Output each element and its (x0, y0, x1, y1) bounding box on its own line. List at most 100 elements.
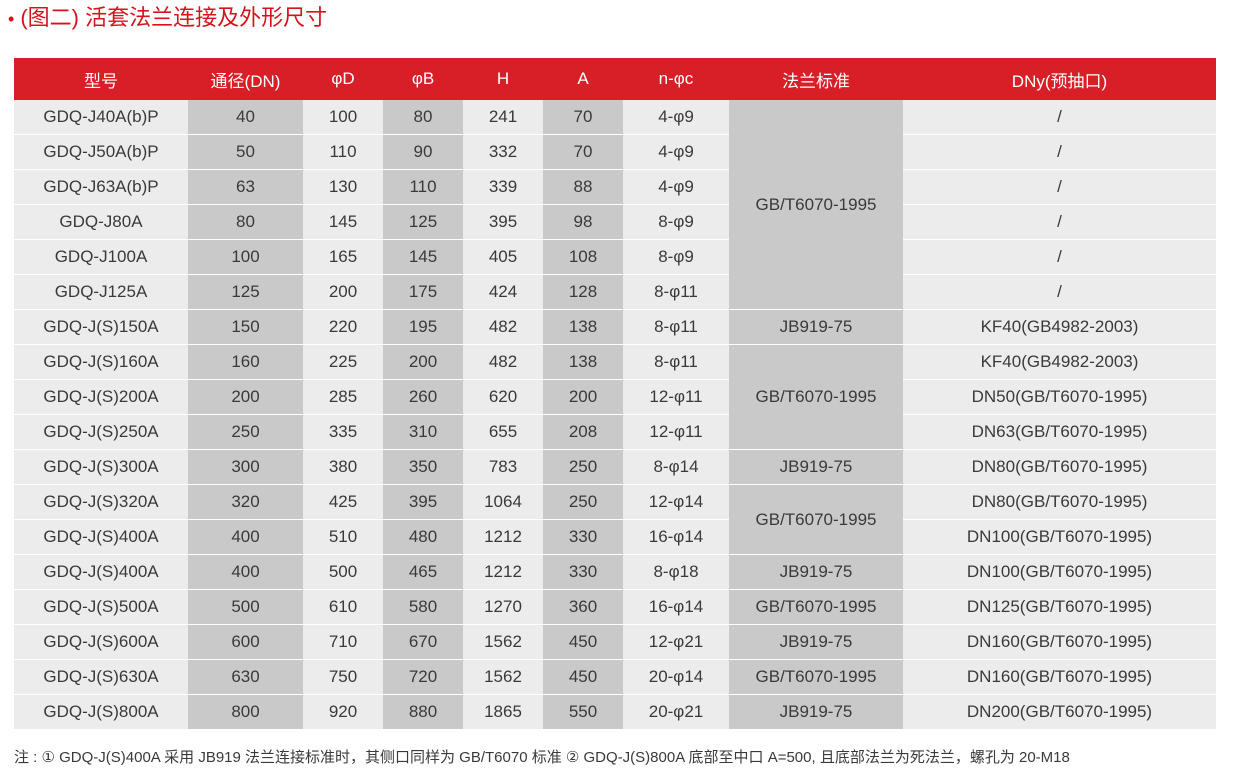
cell-n-phi-c: 8-φ9 (623, 239, 729, 275)
cell-a: 138 (543, 309, 623, 345)
cell-dny: DN200(GB/T6070-1995) (903, 694, 1216, 730)
title-text: (图二) 活套法兰连接及外形尺寸 (20, 5, 328, 30)
cell-h: 1270 (463, 589, 543, 625)
cell-phi-d: 425 (303, 484, 383, 520)
cell-phi-b: 310 (383, 414, 463, 450)
cell-dn: 500 (188, 589, 303, 625)
table-row: GDQ-J80A 80 145 125 395 98 8-φ9 / (14, 204, 1216, 240)
table-row: GDQ-J(S)150A 150 220 195 482 138 8-φ11 JB919-75… (14, 309, 1216, 345)
cell-phi-d: 710 (303, 624, 383, 660)
cell-h: 482 (463, 344, 543, 380)
cell-model: GDQ-J(S)150A (14, 309, 188, 345)
cell-model: GDQ-J(S)320A (14, 484, 188, 520)
cell-dny: / (903, 134, 1216, 170)
cell-h: 332 (463, 134, 543, 170)
cell-phi-b: 720 (383, 659, 463, 695)
cell-phi-d: 335 (303, 414, 383, 450)
cell-a: 200 (543, 379, 623, 415)
cell-dny: / (903, 239, 1216, 275)
table-row: GDQ-J(S)630A 630 750 720 1562 450 20-φ14 GB/T60… (14, 659, 1216, 695)
cell-dn: 63 (188, 169, 303, 205)
cell-phi-b: 580 (383, 589, 463, 625)
cell-phi-b: 125 (383, 204, 463, 240)
cell-dny: DN80(GB/T6070-1995) (903, 484, 1216, 520)
cell-a: 208 (543, 414, 623, 450)
cell-flange-standard: GB/T6070-1995 (729, 589, 903, 625)
cell-phi-b: 480 (383, 519, 463, 555)
cell-phi-d: 920 (303, 694, 383, 730)
cell-n-phi-c: 8-φ14 (623, 449, 729, 485)
cell-phi-d: 220 (303, 309, 383, 345)
cell-a: 138 (543, 344, 623, 380)
cell-a: 250 (543, 449, 623, 485)
cell-h: 395 (463, 204, 543, 240)
cell-dn: 250 (188, 414, 303, 450)
cell-phi-d: 285 (303, 379, 383, 415)
cell-model: GDQ-J(S)400A (14, 519, 188, 555)
header-a: A (543, 58, 623, 100)
cell-model: GDQ-J63A(b)P (14, 169, 188, 205)
cell-a: 550 (543, 694, 623, 730)
table-row: GDQ-J(S)500A 500 610 580 1270 360 16-φ14 GB/T60… (14, 589, 1216, 625)
cell-phi-d: 130 (303, 169, 383, 205)
cell-flange-standard: JB919-75 (729, 624, 903, 660)
cell-model: GDQ-J(S)600A (14, 624, 188, 660)
cell-h: 620 (463, 379, 543, 415)
cell-n-phi-c: 16-φ14 (623, 589, 729, 625)
cell-a: 250 (543, 484, 623, 520)
table-body: GDQ-J40A(b)P 40 100 80 241 70 4-φ9 GB/T6070-199… (14, 100, 1216, 730)
cell-flange-standard: GB/T6070-1995 (729, 100, 903, 310)
cell-model: GDQ-J80A (14, 204, 188, 240)
cell-phi-d: 380 (303, 449, 383, 485)
cell-phi-b: 395 (383, 484, 463, 520)
cell-h: 1212 (463, 554, 543, 590)
cell-h: 339 (463, 169, 543, 205)
table-row: GDQ-J(S)200A 200 285 260 620 200 12-φ11 DN50(GB… (14, 379, 1216, 415)
cell-h: 1562 (463, 659, 543, 695)
table-row: GDQ-J(S)160A 160 225 200 482 138 8-φ11 GB/T6070… (14, 344, 1216, 450)
header-flange-standard: 法兰标准 (729, 58, 903, 100)
cell-phi-d: 100 (303, 100, 383, 135)
cell-dny: DN125(GB/T6070-1995) (903, 589, 1216, 625)
cell-phi-b: 80 (383, 100, 463, 135)
cell-dny: KF40(GB4982-2003) (903, 344, 1216, 380)
cell-a: 330 (543, 554, 623, 590)
cell-dn: 300 (188, 449, 303, 485)
cell-dn: 40 (188, 100, 303, 135)
cell-n-phi-c: 8-φ11 (623, 309, 729, 345)
cell-phi-b: 145 (383, 239, 463, 275)
cell-n-phi-c: 12-φ11 (623, 414, 729, 450)
cell-dny: / (903, 204, 1216, 240)
cell-flange-standard: GB/T6070-1995 (729, 484, 903, 555)
cell-dn: 50 (188, 134, 303, 170)
table-row: GDQ-J(S)600A 600 710 670 1562 450 12-φ21 JB919-… (14, 624, 1216, 660)
cell-model: GDQ-J(S)800A (14, 694, 188, 730)
cell-n-phi-c: 20-φ21 (623, 694, 729, 730)
cell-model: GDQ-J100A (14, 239, 188, 275)
footnote: 注 : ① GDQ-J(S)400A 采用 JB919 法兰连接标准时，其侧口同… (14, 749, 1070, 766)
cell-dny: / (903, 274, 1216, 310)
cell-dn: 600 (188, 624, 303, 660)
cell-dny: KF40(GB4982-2003) (903, 309, 1216, 345)
cell-h: 424 (463, 274, 543, 310)
cell-n-phi-c: 4-φ9 (623, 100, 729, 135)
cell-a: 70 (543, 100, 623, 135)
cell-a: 88 (543, 169, 623, 205)
table-header-row: 型号 通径(DN) φD φB H A n-φc 法兰标准 DNy(预抽口) (14, 58, 1216, 100)
cell-a: 70 (543, 134, 623, 170)
cell-phi-d: 110 (303, 134, 383, 170)
table-row: GDQ-J(S)800A 800 920 880 1865 550 20-φ21 JB919-… (14, 694, 1216, 730)
cell-dny: DN160(GB/T6070-1995) (903, 659, 1216, 695)
cell-n-phi-c: 4-φ9 (623, 169, 729, 205)
cell-phi-b: 670 (383, 624, 463, 660)
cell-a: 450 (543, 659, 623, 695)
cell-phi-b: 880 (383, 694, 463, 730)
cell-dn: 800 (188, 694, 303, 730)
cell-phi-d: 165 (303, 239, 383, 275)
cell-n-phi-c: 8-φ9 (623, 204, 729, 240)
cell-h: 1562 (463, 624, 543, 660)
cell-dny: DN80(GB/T6070-1995) (903, 449, 1216, 485)
header-phi-d: φD (303, 58, 383, 100)
cell-n-phi-c: 8-φ11 (623, 344, 729, 380)
cell-phi-b: 260 (383, 379, 463, 415)
